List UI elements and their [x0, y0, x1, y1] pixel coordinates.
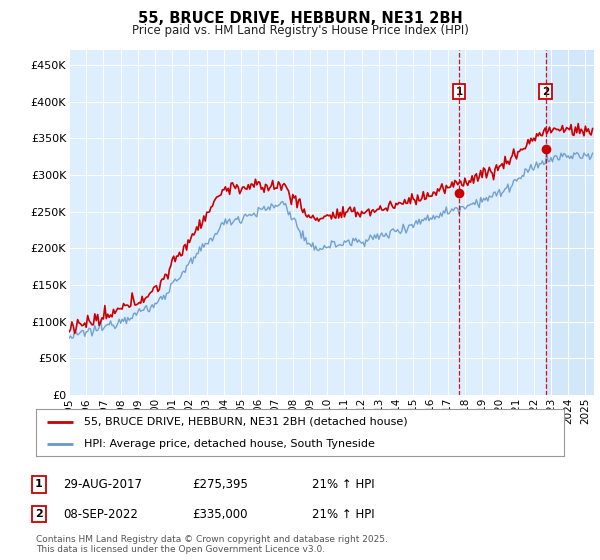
Text: 55, BRUCE DRIVE, HEBBURN, NE31 2BH (detached house): 55, BRUCE DRIVE, HEBBURN, NE31 2BH (deta… — [83, 417, 407, 427]
Text: 55, BRUCE DRIVE, HEBBURN, NE31 2BH: 55, BRUCE DRIVE, HEBBURN, NE31 2BH — [137, 11, 463, 26]
Text: This data is licensed under the Open Government Licence v3.0.: This data is licensed under the Open Gov… — [36, 545, 325, 554]
Text: 21% ↑ HPI: 21% ↑ HPI — [312, 507, 374, 521]
Text: 29-AUG-2017: 29-AUG-2017 — [63, 478, 142, 491]
Text: 1: 1 — [455, 87, 463, 97]
Text: Price paid vs. HM Land Registry's House Price Index (HPI): Price paid vs. HM Land Registry's House … — [131, 24, 469, 36]
Text: Contains HM Land Registry data © Crown copyright and database right 2025.: Contains HM Land Registry data © Crown c… — [36, 535, 388, 544]
Text: 2: 2 — [542, 87, 549, 97]
Text: 2: 2 — [35, 509, 43, 519]
Bar — [545, 50, 594, 395]
Text: 21% ↑ HPI: 21% ↑ HPI — [312, 478, 374, 491]
Text: 1: 1 — [35, 479, 43, 489]
Text: 08-SEP-2022: 08-SEP-2022 — [63, 507, 138, 521]
Text: HPI: Average price, detached house, South Tyneside: HPI: Average price, detached house, Sout… — [83, 438, 374, 449]
Text: £275,395: £275,395 — [192, 478, 248, 491]
Text: £335,000: £335,000 — [192, 507, 248, 521]
